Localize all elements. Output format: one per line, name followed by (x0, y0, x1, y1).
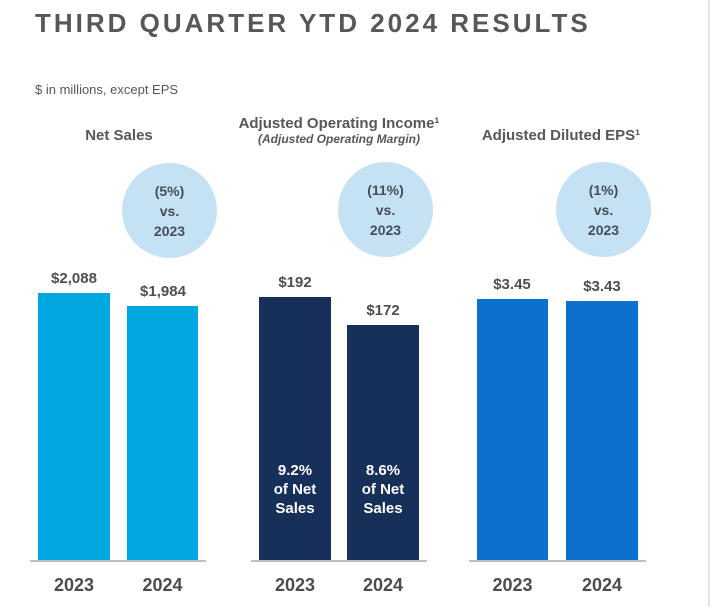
operating-income-bar-2023: 9.2% of Net Sales (259, 297, 331, 562)
axis-baseline (469, 560, 646, 562)
year-label: 2023 (53, 575, 95, 595)
badge-vs-label: vs. (159, 202, 180, 219)
bar-value-label: $3.43 (583, 278, 621, 295)
operating-income-header: Adjusted Operating Income¹ (Adjusted Ope… (234, 115, 444, 147)
bar-inside-label: 9.2% of Net Sales (273, 462, 317, 517)
column-title: Adjusted Operating Income¹ (238, 115, 440, 132)
badge-vs-label: vs. (375, 201, 396, 218)
bar-value-label: $2,088 (51, 270, 97, 287)
year-label: 2024 (142, 575, 183, 595)
badge-year: 2023 (587, 221, 620, 238)
net-sales-bar-2023 (38, 293, 110, 562)
net-sales-bar-2024 (127, 306, 198, 562)
bar-value-label: $1,984 (140, 283, 186, 300)
operating-income-bar-2024: 8.6% of Net Sales (347, 325, 419, 562)
year-label: 2023 (274, 575, 316, 595)
badge-change-value: (11%) (367, 181, 404, 198)
eps-bar-2024 (566, 301, 638, 562)
badge-year: 2023 (369, 221, 402, 238)
eps-change-badge: (1%) vs. 2023 (556, 162, 651, 257)
net-sales-change-badge: (5%) vs. 2023 (122, 163, 217, 258)
year-label: 2023 (492, 575, 533, 595)
axis-baseline (251, 560, 427, 562)
bar-value-label: $3.45 (493, 276, 531, 293)
year-label: 2024 (581, 575, 623, 595)
axis-baseline (30, 560, 206, 562)
column-subtitle: (Adjusted Operating Margin) (258, 132, 420, 146)
bar-value-label: $172 (366, 302, 400, 319)
badge-year: 2023 (153, 222, 186, 239)
badge-change-value: (1%) (588, 181, 619, 198)
eps-header: Adjusted Diluted EPS¹ (473, 128, 649, 144)
badge-vs-label: vs. (593, 201, 614, 218)
column-title: Adjusted Diluted EPS¹ (481, 127, 641, 144)
operating-income-change-badge: (11%) vs. 2023 (338, 162, 433, 257)
page-edge (708, 0, 710, 607)
units-note: $ in millions, except EPS (35, 82, 179, 97)
badge-change-value: (5%) (154, 182, 185, 199)
year-label: 2024 (362, 575, 404, 595)
bar-inside-label: 8.6% of Net Sales (361, 462, 405, 517)
net-sales-header: Net Sales (30, 128, 208, 144)
bar-value-label: $192 (278, 274, 312, 291)
page-title: THIRD QUARTER YTD 2024 RESULTS (35, 8, 591, 38)
eps-bar-2023 (477, 299, 548, 562)
column-title: Net Sales (85, 127, 153, 144)
